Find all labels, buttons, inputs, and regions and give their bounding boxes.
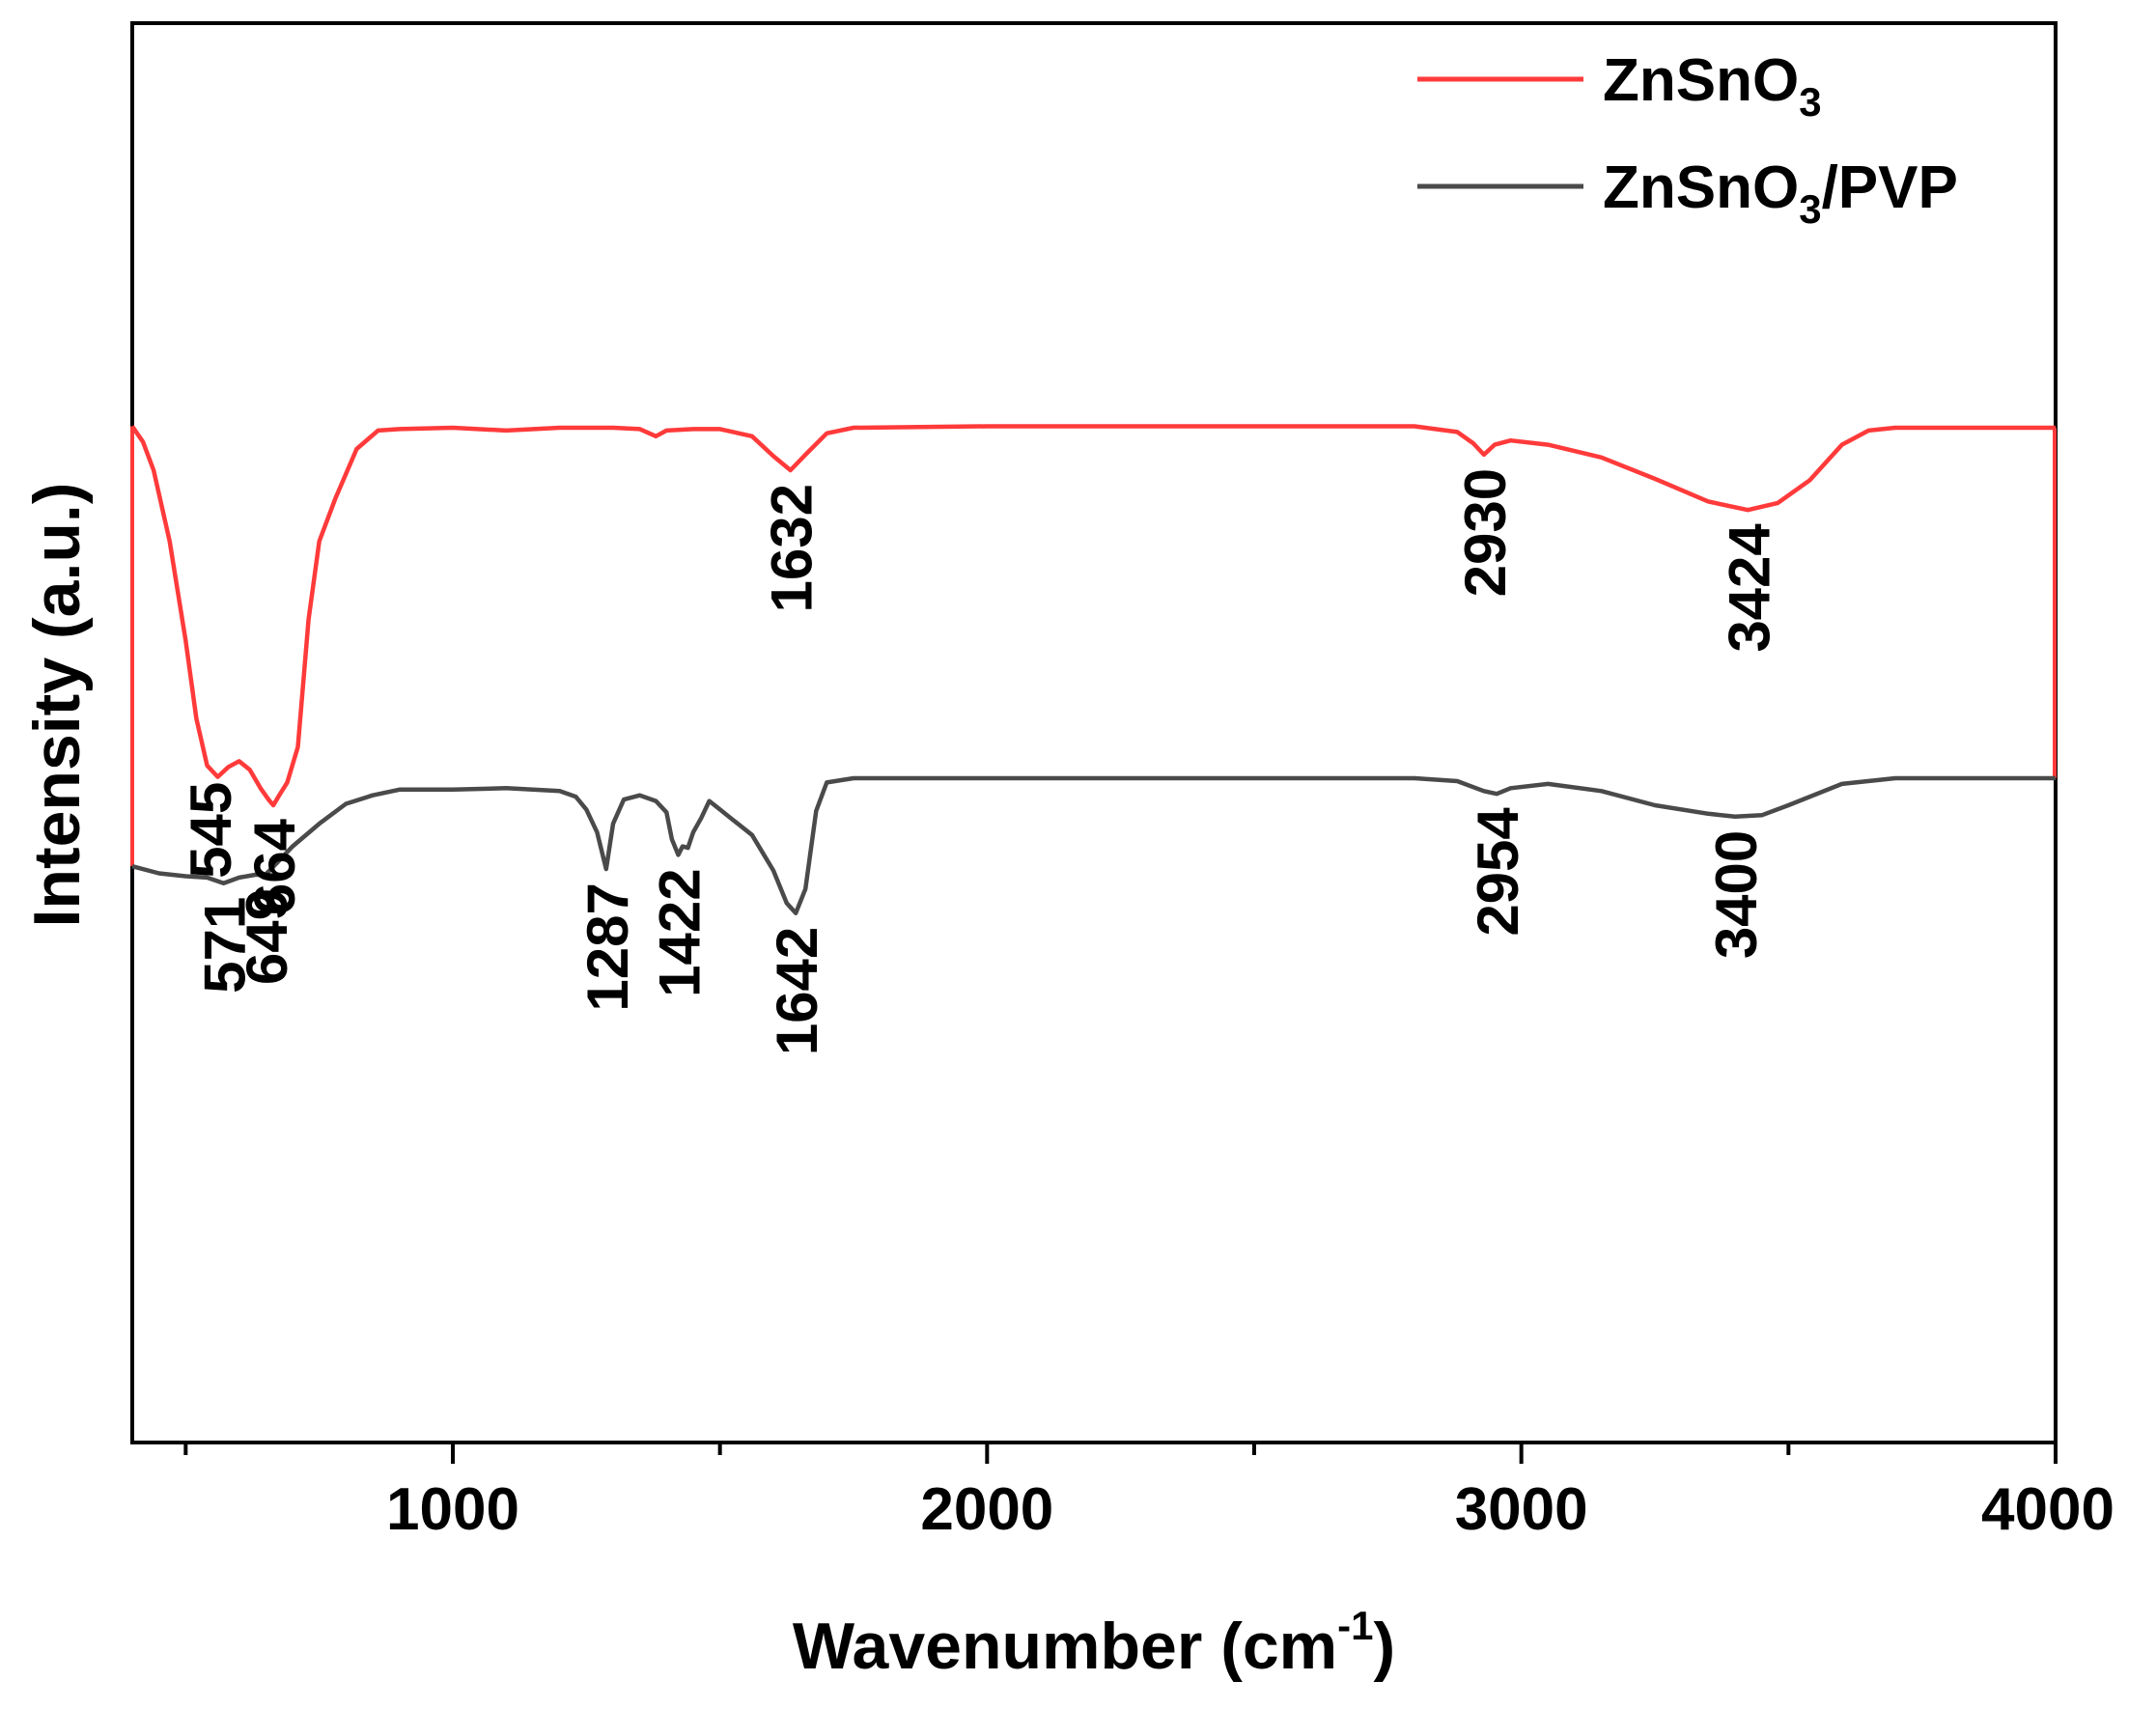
series-layer xyxy=(130,424,2057,915)
x-tick-label: 2000 xyxy=(920,1476,1053,1543)
y-axis-title: Intensity (a.u.) xyxy=(20,483,94,928)
legend-label-zn-sno3: ZnSnO3 xyxy=(1603,47,1822,125)
series-line-zn-sno3 xyxy=(130,424,2056,808)
x-axis-ticks: 1000 2000 3000 4000 xyxy=(183,1443,2114,1543)
peak-label: 1632 xyxy=(760,484,825,612)
peak-label: 649 xyxy=(235,888,299,985)
x-tick-label: 3000 xyxy=(1455,1476,1588,1543)
series-line-zn-sno3-pvp xyxy=(131,775,2056,915)
x-tick-label: 1000 xyxy=(386,1476,519,1543)
peak-label: 1642 xyxy=(765,927,829,1055)
plot-frame xyxy=(130,21,2058,1444)
peak-label: 664 xyxy=(242,818,307,915)
peak-label: 2954 xyxy=(1466,807,1530,937)
peak-label: 3424 xyxy=(1717,523,1781,653)
peak-label: 1287 xyxy=(575,883,640,1011)
peak-label: 571 xyxy=(193,897,258,994)
peak-label: 3400 xyxy=(1704,830,1769,959)
legend: ZnSnO3 ZnSnO3/PVP xyxy=(1417,47,1958,232)
peak-label: 1422 xyxy=(648,868,713,996)
x-axis-title: Wavenumber (cm-1) xyxy=(793,1603,1395,1683)
legend-label-zn-sno3-pvp: ZnSnO3/PVP xyxy=(1603,154,1958,232)
peak-label: 2930 xyxy=(1453,468,1518,597)
peak-label: 545 xyxy=(179,782,243,879)
x-tick-label: 4000 xyxy=(1981,1476,2114,1543)
